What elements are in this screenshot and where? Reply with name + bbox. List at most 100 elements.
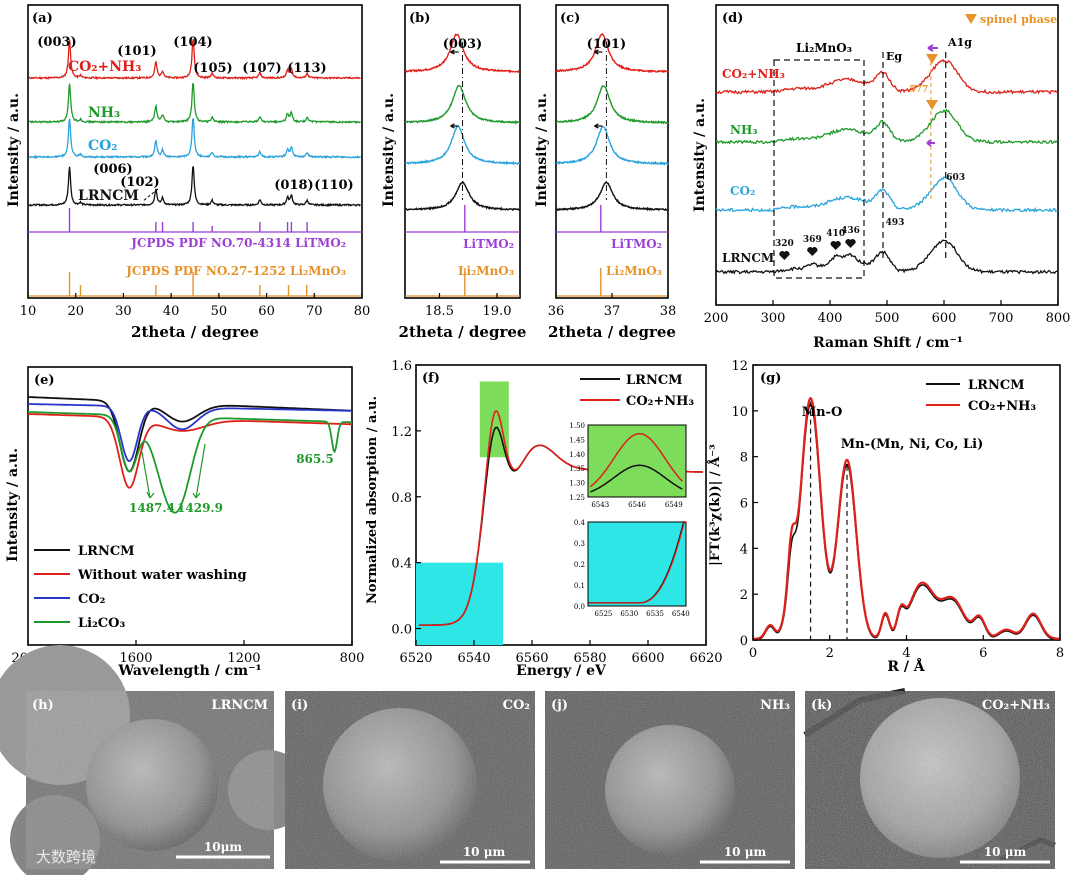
heart-marker — [830, 241, 841, 250]
x-tick-label: 60 — [258, 304, 275, 319]
x-tick-label: 6600 — [631, 651, 664, 666]
xrd-pattern-nh3 — [28, 82, 361, 125]
x-tick-label: 6540 — [457, 651, 490, 666]
sem-title: CO₂+NH₃ — [982, 698, 1050, 713]
xrd-pattern-co2-nh3 — [28, 38, 361, 81]
y-tick-label: 8 — [740, 451, 748, 466]
panel-f: (f) LRNCM CO₂+NH₃ 6543 6546 6549 1.50 1.45 1.40 1… — [365, 359, 723, 679]
annotation: 1487.4 — [129, 501, 175, 515]
plot-frame — [404, 4, 521, 299]
annotation: 865.5 — [296, 452, 334, 466]
x-axis-label: 2theta / degree — [399, 323, 527, 341]
leader-line — [142, 188, 159, 202]
inset-curve — [590, 464, 683, 493]
x-tick-label: 1600 — [119, 651, 152, 666]
inset-y-tick-label: 1.30 — [569, 480, 585, 488]
peak-label: (003) — [37, 35, 76, 50]
zoom-pattern-nh3 — [555, 84, 669, 125]
sem-panel-i: (i) CO₂ 10 μm — [285, 691, 535, 869]
highlight-region — [479, 381, 509, 458]
x-axis-label: 2theta / degree — [548, 323, 676, 341]
series-label: CO₂+NH₃ — [722, 67, 785, 81]
shift-arrow — [926, 139, 935, 147]
sem-label: (h) — [32, 698, 54, 713]
inset-y-tick-label: 0.0 — [574, 603, 585, 611]
annotation: Mn-O — [802, 405, 843, 420]
legend-label: LRNCM — [78, 544, 135, 559]
legend-label: spinel phase — [980, 13, 1057, 26]
watermark: 大数跨境 — [36, 848, 96, 866]
y-tick-label: 12 — [731, 359, 748, 374]
x-tick-label: 0 — [749, 646, 757, 661]
inset-y-tick-label: 0.1 — [574, 582, 585, 590]
legend-label: Li₂CO₃ — [78, 616, 125, 631]
ref-label: LiTMO₂ — [463, 237, 514, 251]
inset-y-tick-label: 0.3 — [574, 540, 585, 548]
band-label: Eg — [886, 50, 902, 63]
shift-arrow — [450, 49, 459, 55]
heart-marker — [845, 239, 856, 248]
annotation-arrow — [192, 443, 206, 499]
x-tick-label: 10 — [20, 304, 37, 319]
legend-label: LRNCM — [968, 378, 1025, 393]
peak-label: (102) — [120, 175, 159, 190]
sem-panel-j: (j) NH₃ 10 μm — [545, 691, 795, 869]
y-axis-label: |FT(k³χ(k))| / Å⁻³ — [707, 444, 723, 566]
peak-label: (101) — [587, 37, 626, 52]
inset-x-tick-label: 6549 — [665, 501, 683, 509]
plot-frame — [415, 364, 707, 646]
y-tick-label: 10 — [731, 405, 748, 420]
ref-label: JCPDS PDF NO.27-1252 Li₂MnO₃ — [125, 264, 346, 278]
scale-label: 10μm — [204, 840, 242, 854]
legend-label: LRNCM — [626, 373, 683, 388]
y-tick-label: 1.2 — [391, 425, 412, 440]
annotation: 1429.9 — [177, 501, 223, 515]
sem-title: LRNCM — [211, 698, 268, 713]
series-label: NH₃ — [730, 123, 758, 137]
inset-y-tick-label: 1.25 — [569, 494, 585, 502]
inset-y-tick-label: 0.4 — [574, 519, 586, 527]
ftir-spectrum-co2 — [28, 403, 353, 463]
y-axis-label: Intensity / a.u. — [6, 93, 22, 207]
series-label: NH₃ — [88, 105, 120, 121]
peak-number: 369 — [803, 235, 822, 245]
legend-label: CO₂+NH₃ — [626, 394, 694, 409]
x-tick-label: 600 — [932, 311, 957, 326]
scale-label: 10 μm — [984, 845, 1027, 859]
panel-a: (a) JCPDS PDF NO.70-4314 LiTMO₂ JCPDS PDF … — [6, 4, 371, 341]
x-tick-label: 700 — [989, 311, 1014, 326]
legend-triangle-marker — [965, 14, 977, 24]
y-axis-label: Intensity / a.u. — [381, 93, 397, 207]
y-tick-label: 0 — [740, 634, 748, 649]
zoom-pattern-co2 — [404, 125, 521, 166]
x-tick-label: 18.5 — [425, 304, 454, 319]
x-tick-label: 38 — [660, 304, 677, 319]
x-tick-label: 6520 — [399, 651, 432, 666]
x-tick-label: 40 — [163, 304, 180, 319]
panel-label: (a) — [32, 11, 53, 26]
inset-x-tick-label: 6540 — [672, 610, 690, 618]
inset-x-tick-label: 6543 — [591, 501, 609, 509]
zoom-pattern-co2-nh3 — [555, 32, 669, 74]
peak-number: 410 — [826, 229, 845, 239]
peak-label: (018) — [274, 178, 313, 193]
peak-number: 493 — [886, 218, 905, 228]
x-tick-label: 80 — [354, 304, 371, 319]
panel-label: (d) — [722, 11, 743, 26]
y-axis-label: Intensity / a.u. — [692, 98, 708, 212]
peak-label: (006) — [93, 162, 132, 177]
sem-texture — [285, 691, 535, 869]
zoom-pattern-co2 — [555, 125, 669, 166]
x-tick-label: 4 — [902, 646, 910, 661]
inset-curve — [589, 432, 683, 488]
x-tick-label: 800 — [1046, 311, 1071, 326]
peak-label: (101) — [117, 44, 156, 59]
series-label: CO₂ — [730, 184, 755, 198]
y-tick-label: 2 — [740, 588, 748, 603]
legend-label: CO₂ — [78, 592, 105, 607]
x-tick-label: 8 — [1056, 646, 1064, 661]
sem-label: (j) — [551, 698, 568, 713]
x-tick-label: 50 — [211, 304, 228, 319]
series-label: LRNCM — [722, 251, 774, 265]
